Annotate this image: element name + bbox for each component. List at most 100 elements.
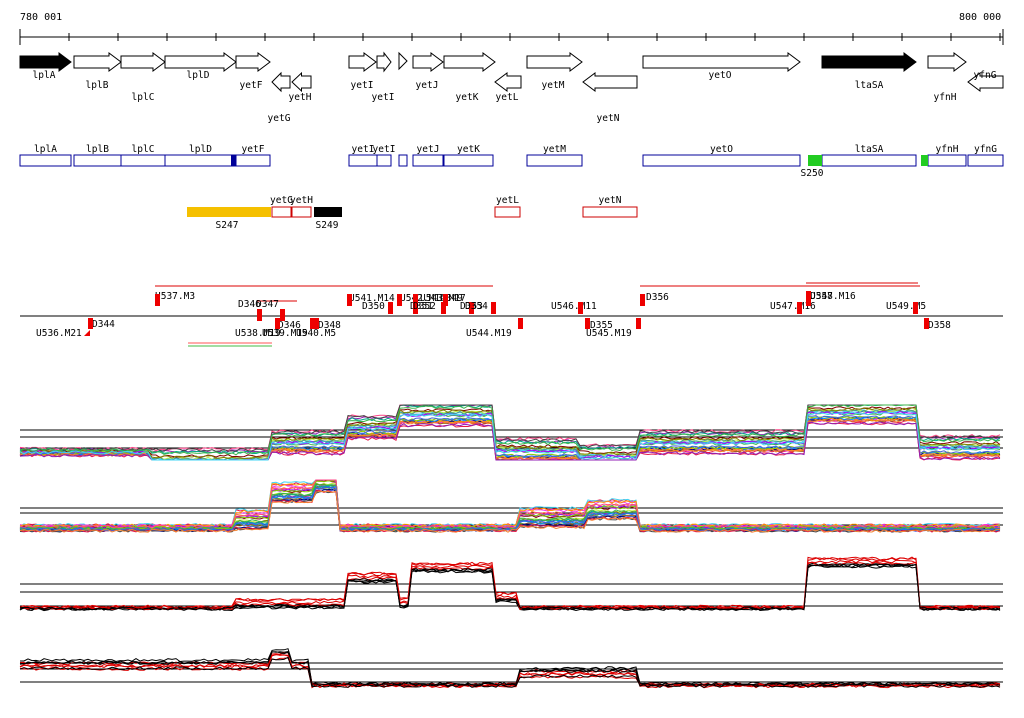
lower-marker-7[interactable] [518,318,523,329]
upper-feature-d347: D347 [256,299,279,310]
gene-arrow-yetg[interactable] [271,71,291,93]
lower-marker-4[interactable] [275,318,280,329]
reverse-box-yetn[interactable] [582,206,638,218]
gene-arrow-yetf[interactable] [235,52,271,72]
lower-marker-10[interactable] [924,318,929,329]
upper-marker-11[interactable] [491,302,496,314]
upper-marker-10[interactable] [469,302,474,314]
upper-marker-7[interactable] [388,302,393,314]
upper-marker-16[interactable] [806,291,811,303]
ruler [19,29,1004,45]
upper-marker-6[interactable] [443,294,448,306]
profile-trace [19,409,1001,461]
forward-box-yfng[interactable] [967,154,1004,167]
gene-label-yeth: yetH [289,92,312,103]
forward-box-lpld[interactable] [164,154,237,167]
forward-box-lpla[interactable] [19,154,72,167]
gene-arrow-yeto[interactable] [642,52,801,72]
profile-trace [19,479,1001,529]
profile-trace [19,653,1001,688]
upper-feature-u537-m3: U537.M3 [155,291,195,302]
upper-feature-u543-m17: U543.M17 [420,293,466,304]
upper-marker-3[interactable] [347,294,352,306]
forward-box-yetf[interactable] [235,154,271,167]
lower-marker-1[interactable] [88,318,93,329]
forward-box-label-yetf: yetF [242,144,265,155]
upper-marker-9[interactable] [441,302,446,314]
gene-arrow-lpld[interactable] [164,52,237,72]
forward-box-lplc[interactable] [120,154,166,167]
upper-feature-u541-m14: U541.M14 [349,293,395,304]
gene-arrow-yetn[interactable] [582,72,638,92]
profile-trace [19,563,1001,611]
gene-fragment-arrow [398,51,408,71]
upper-marker-1[interactable] [257,309,262,321]
gene-arrow-yetl[interactable] [494,72,522,92]
lower-feature-u539-m19: U539.M19 [262,328,308,339]
forward-box-yetj[interactable] [412,154,444,167]
upper-feature-u549-m5: U549.M5 [886,301,926,312]
gene-arrow-yetm[interactable] [526,52,583,72]
segment-s250[interactable] [808,155,822,166]
lower-marker-8[interactable] [585,318,590,329]
profile-trace [19,479,1001,530]
gene-arrow-yeti[interactable] [376,51,392,73]
lower-feature-u545-m19: U545.M19 [586,328,632,339]
gene-label-yeti: yetI [372,92,395,103]
upper-marker-2[interactable] [280,309,285,321]
upper-marker-5[interactable] [413,294,418,306]
expression-profiles [19,404,1003,689]
profile-trace [19,483,1001,531]
gene-arrow-yfng[interactable] [967,72,1004,92]
gene-arrow-lplc[interactable] [120,52,166,72]
gene-arrow-yetj[interactable] [412,52,444,72]
lower-arrow-marker [84,330,90,336]
upper-marker-0[interactable] [155,294,160,306]
lower-feature-u536-m21: U536.M21 [36,328,82,339]
gene-arrow-yeti[interactable] [348,52,377,72]
profile-trace [19,404,1001,456]
segment-s249[interactable] [314,207,342,217]
gene-arrow-lplb[interactable] [73,52,122,72]
upper-feature-d357: D357 [810,291,833,302]
gene-arrow-yfnh[interactable] [927,52,967,72]
reverse-box-yetg[interactable] [271,206,292,218]
profile-panel-3 [19,556,1003,612]
profile-panel-2 [19,479,1003,533]
gene-arrow-lpla[interactable] [19,52,72,72]
forward-box-fragment[interactable] [398,154,408,167]
upper-marker-4[interactable] [397,294,402,306]
upper-feature-d356: D356 [646,292,669,303]
end-coordinate: 800 000 [959,12,1002,23]
upper-marker-13[interactable] [640,294,645,306]
gene-label-yeto: yetO [709,70,732,81]
forward-box-label-yeti: yetI [352,144,375,155]
upper-marker-17[interactable] [913,302,918,314]
lower-marker-6[interactable] [314,318,319,329]
lower-marker-5[interactable] [310,318,315,329]
upper-marker-12[interactable] [578,302,583,314]
gene-arrow-ltasa[interactable] [821,52,917,72]
upper-feature-u542-m14: U542.M14 [400,293,446,304]
gene-label-yetf: yetF [240,80,263,91]
profile-trace [19,407,1001,460]
forward-box-yfnh[interactable] [927,154,967,167]
gene-arrow-yeth[interactable] [291,71,312,93]
gene-arrow-yetk[interactable] [443,52,496,72]
reverse-box-yetl[interactable] [494,206,521,218]
profile-trace [19,411,1001,461]
segment-s247[interactable] [187,207,271,217]
forward-box-ltasa[interactable] [821,154,917,167]
segment-label-s250: S250 [801,168,824,179]
lower-marker-9[interactable] [636,318,641,329]
forward-box-yeti[interactable] [376,154,392,167]
forward-box-yetk[interactable] [443,154,494,167]
reverse-box-yeth[interactable] [291,206,312,218]
forward-box-yeto[interactable] [642,154,801,167]
forward-box-yeti[interactable] [348,154,378,167]
forward-box-yetm[interactable] [526,154,583,167]
upper-marker-8[interactable] [413,302,418,314]
forward-box-lplb[interactable] [73,154,122,167]
upper-marker-14[interactable] [797,302,802,314]
